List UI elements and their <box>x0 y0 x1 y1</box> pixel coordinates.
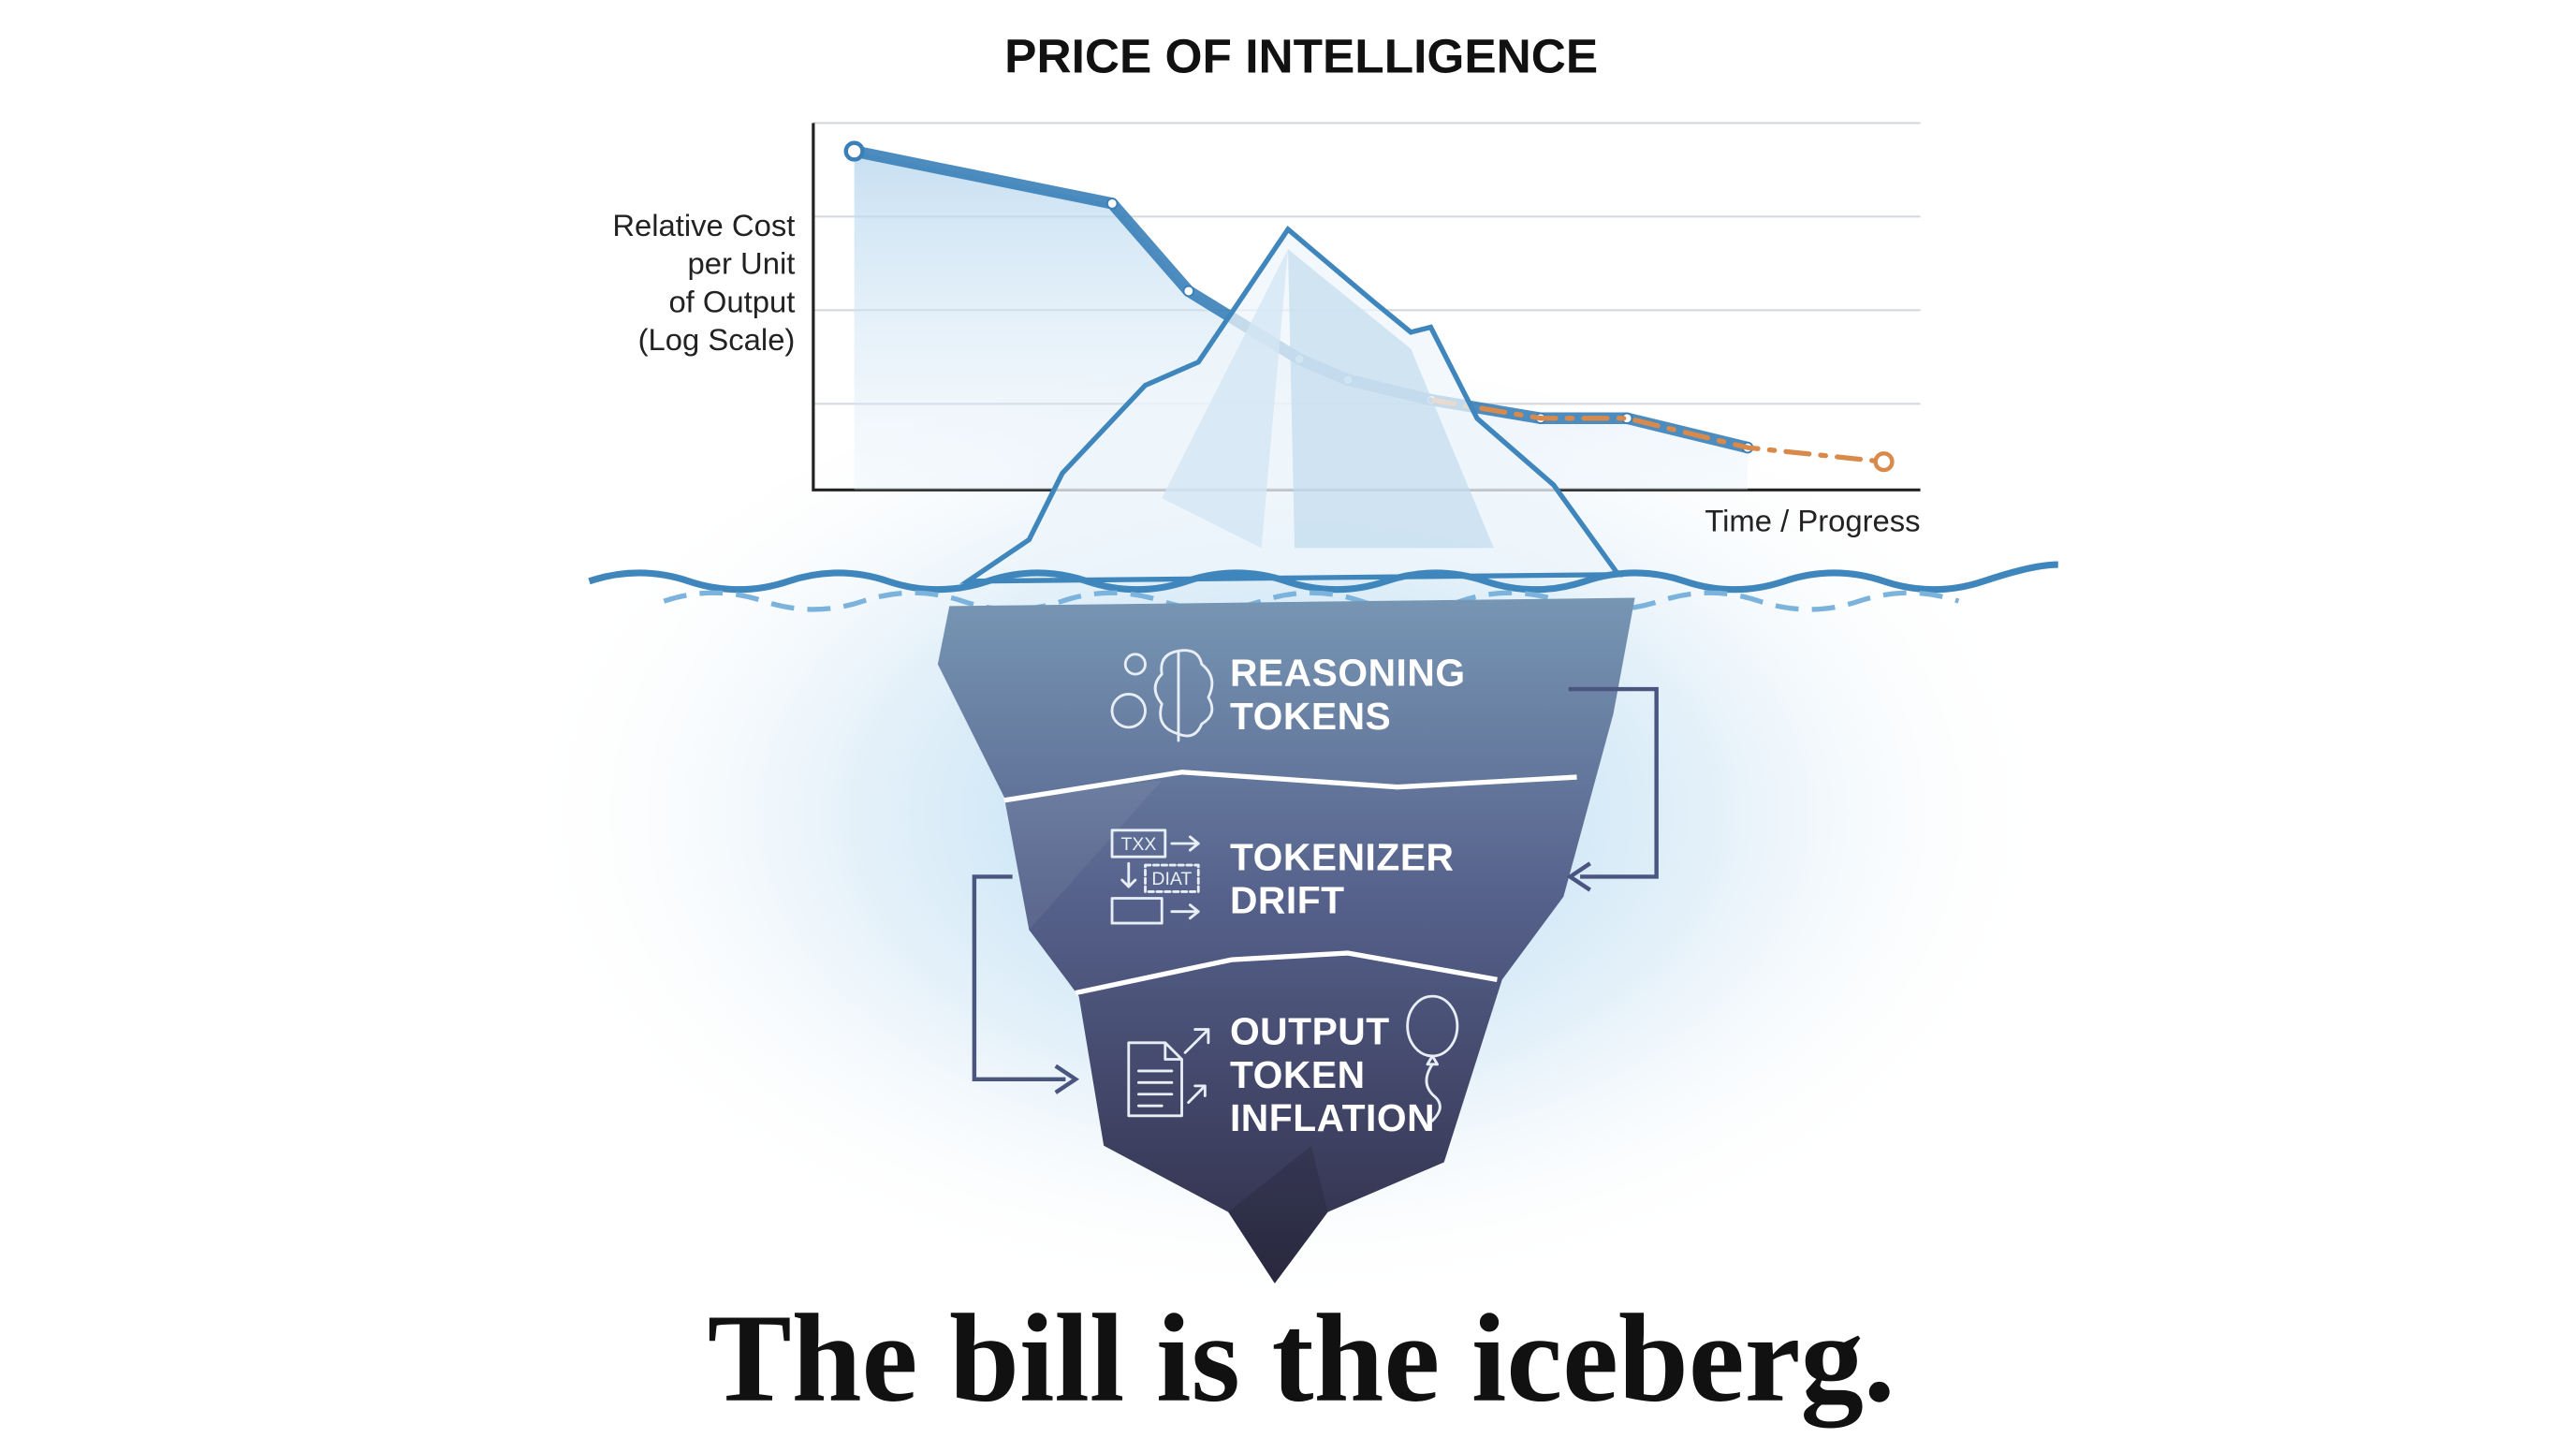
layer-divider <box>1075 950 1498 996</box>
iceberg-facet <box>1003 780 1163 931</box>
y-axis-label: (Log Scale) <box>638 322 796 357</box>
data-point <box>843 140 865 162</box>
arrow <box>1568 686 1659 879</box>
data-point <box>1873 451 1895 473</box>
iceberg-facet <box>1162 249 1288 549</box>
water-line <box>663 590 1960 612</box>
iceberg-facet <box>1288 249 1494 549</box>
y-axis-label: per Unit <box>688 246 796 281</box>
headline: The bill is the iceberg. <box>708 1289 1895 1429</box>
iceberg-body <box>937 597 1635 1284</box>
arrowhead <box>1054 1064 1080 1094</box>
y-axis-label: Relative Cost <box>612 208 795 242</box>
icon-text: DIAT <box>1151 869 1192 889</box>
iceberg-facet <box>1228 1145 1328 1284</box>
arrow <box>972 874 1066 1081</box>
y-axis-label: of Output <box>668 284 795 318</box>
water-line <box>588 561 2058 594</box>
data-point <box>1182 285 1195 298</box>
layer-label: OUTPUT <box>1230 1010 1390 1053</box>
layer-label: TOKEN <box>1230 1053 1366 1096</box>
arrowhead <box>1566 861 1591 892</box>
data-point <box>1105 198 1119 210</box>
area <box>854 151 1749 491</box>
layer-label: TOKENS <box>1230 695 1391 738</box>
x-axis-label: Time / Progress <box>1705 503 1920 537</box>
document-icon <box>1127 1028 1210 1118</box>
tokenizer-icon <box>1110 829 1200 925</box>
balloon-icon <box>1406 994 1459 1123</box>
chart-title: PRICE OF INTELLIGENCE <box>1004 29 1598 83</box>
layer-divider <box>1003 770 1577 803</box>
layer-label: INFLATION <box>1230 1096 1435 1139</box>
line <box>1428 397 1887 464</box>
layer-label: TOKENIZER <box>1230 835 1455 878</box>
icon-text: TXX <box>1120 834 1156 855</box>
layer-label: DRIFT <box>1230 879 1345 922</box>
layer-label: REASONING <box>1230 652 1466 695</box>
brain-gear-icon <box>1110 649 1214 742</box>
